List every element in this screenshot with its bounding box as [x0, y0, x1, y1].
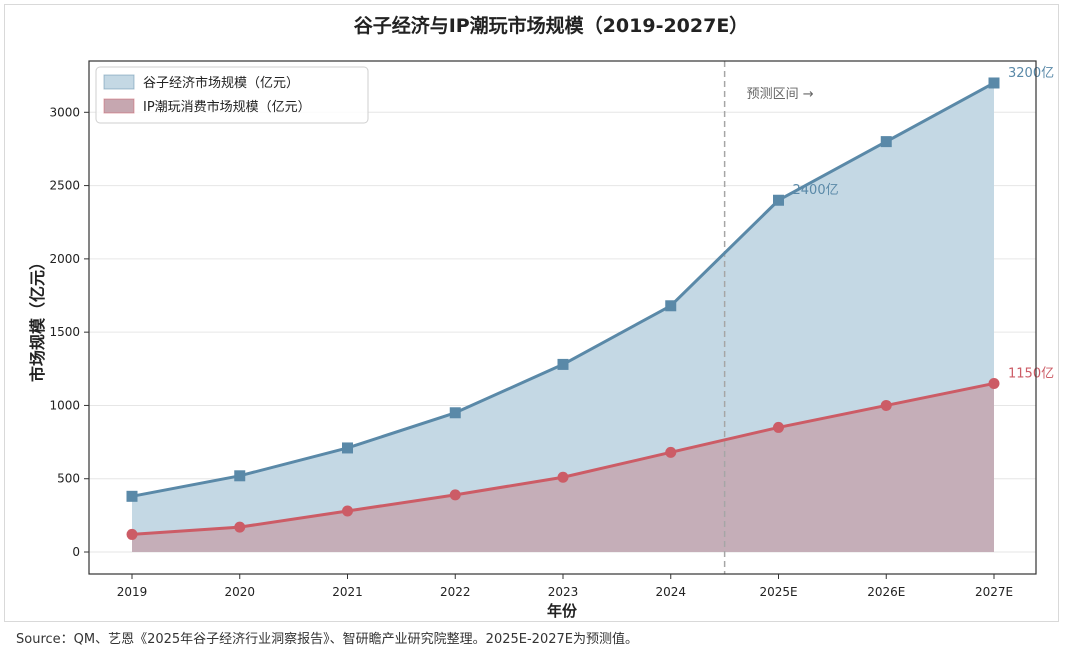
data-point: [988, 77, 1000, 89]
x-tick-label: 2027E: [975, 585, 1013, 599]
y-tick-label: 0: [72, 545, 80, 559]
y-tick-label: 2500: [49, 179, 80, 193]
y-tick-label: 1000: [49, 398, 80, 412]
legend-box: [95, 66, 369, 124]
chart-title: 谷子经济与IP潮玩市场规模（2019-2027E）: [354, 14, 749, 37]
data-point: [665, 446, 677, 458]
data-point: [234, 470, 246, 482]
data-point: [773, 421, 784, 433]
x-tick-label: 2025E: [759, 585, 797, 599]
x-axis: 2019 2020 2021 2022 2023 2024 2025E 2026E 2027E: [117, 574, 1013, 599]
x-tick-label: 2023: [548, 585, 579, 599]
data-point: [234, 521, 246, 533]
data-point: [665, 300, 677, 312]
data-point: [880, 136, 892, 148]
data-point: [126, 490, 138, 502]
series-markers: [126, 77, 1000, 540]
x-tick-label: 2020: [224, 585, 255, 599]
legend-label: 谷子经济市场规模（亿元）: [143, 75, 299, 91]
data-point: [557, 471, 569, 483]
legend: 谷子经济市场规模（亿元） IP潮玩消费市场规模（亿元）: [95, 66, 369, 124]
data-point: [557, 358, 569, 370]
data-point: [126, 528, 138, 540]
x-axis-label: 年份: [547, 602, 578, 620]
data-label: 3200亿: [1008, 66, 1054, 81]
source-note: Source：QM、艺恩《2025年谷子经济行业洞察报告》、智研瞻产业研究院整理…: [16, 632, 638, 647]
data-point: [449, 489, 461, 501]
data-point: [880, 399, 892, 411]
legend-label: IP潮玩消费市场规模（亿元）: [143, 99, 311, 115]
y-tick-label: 1500: [49, 325, 80, 339]
x-tick-label: 2026E: [867, 585, 905, 599]
data-point: [449, 407, 461, 419]
legend-swatch: [103, 98, 135, 114]
y-axis-label: 市场规模（亿元）: [28, 254, 47, 382]
x-tick-label: 2019: [117, 585, 148, 599]
y-tick-label: 2000: [49, 252, 80, 266]
y-tick-label: 3000: [49, 105, 80, 119]
forecast-divider: 预测区间 →: [723, 61, 814, 574]
x-tick-label: 2024: [655, 585, 686, 599]
data-point: [988, 377, 1000, 389]
data-label: 2400亿: [793, 183, 839, 198]
y-axis: 0 500 1000 1500 2000 2500 3000: [49, 105, 89, 559]
x-tick-label: 2021: [332, 585, 363, 599]
data-point: [342, 505, 353, 517]
legend-swatch: [103, 74, 135, 90]
forecast-label: 预测区间 →: [747, 87, 814, 102]
data-point: [342, 442, 353, 454]
data-label: 1150亿: [1008, 366, 1054, 381]
data-point: [773, 194, 784, 206]
series-area-1: [132, 383, 994, 553]
y-tick-label: 500: [57, 472, 80, 486]
data-annotations: 2400亿 3200亿 1150亿: [793, 66, 1055, 381]
x-tick-label: 2022: [440, 585, 471, 599]
